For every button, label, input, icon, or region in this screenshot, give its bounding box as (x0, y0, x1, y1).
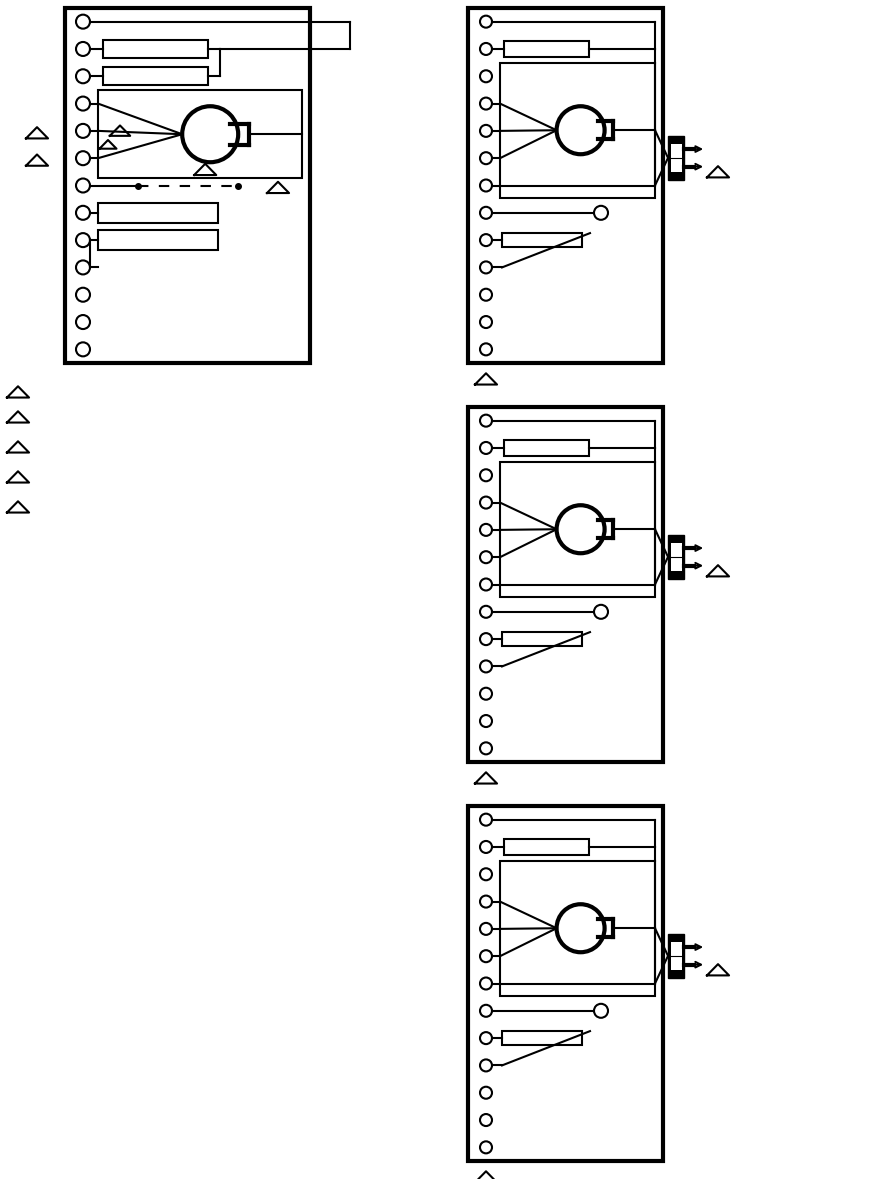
Bar (98, 91, 302, 178)
Bar (504, 41, 589, 57)
Bar (502, 1032, 582, 1045)
Bar (468, 8, 663, 363)
Bar (504, 839, 589, 855)
Bar (668, 934, 684, 977)
Bar (468, 407, 663, 762)
Bar (103, 40, 208, 58)
Bar (98, 230, 218, 250)
Bar (103, 67, 208, 85)
Bar (504, 440, 589, 456)
Bar (671, 144, 681, 172)
Bar (668, 136, 684, 180)
Bar (468, 806, 663, 1161)
Bar (500, 861, 655, 995)
Bar (671, 942, 681, 970)
Bar (500, 462, 655, 597)
Bar (502, 233, 582, 248)
Bar (502, 632, 582, 646)
Bar (671, 542, 681, 571)
Bar (500, 62, 655, 198)
Bar (668, 535, 684, 579)
Bar (98, 203, 218, 223)
Bar (65, 8, 310, 363)
